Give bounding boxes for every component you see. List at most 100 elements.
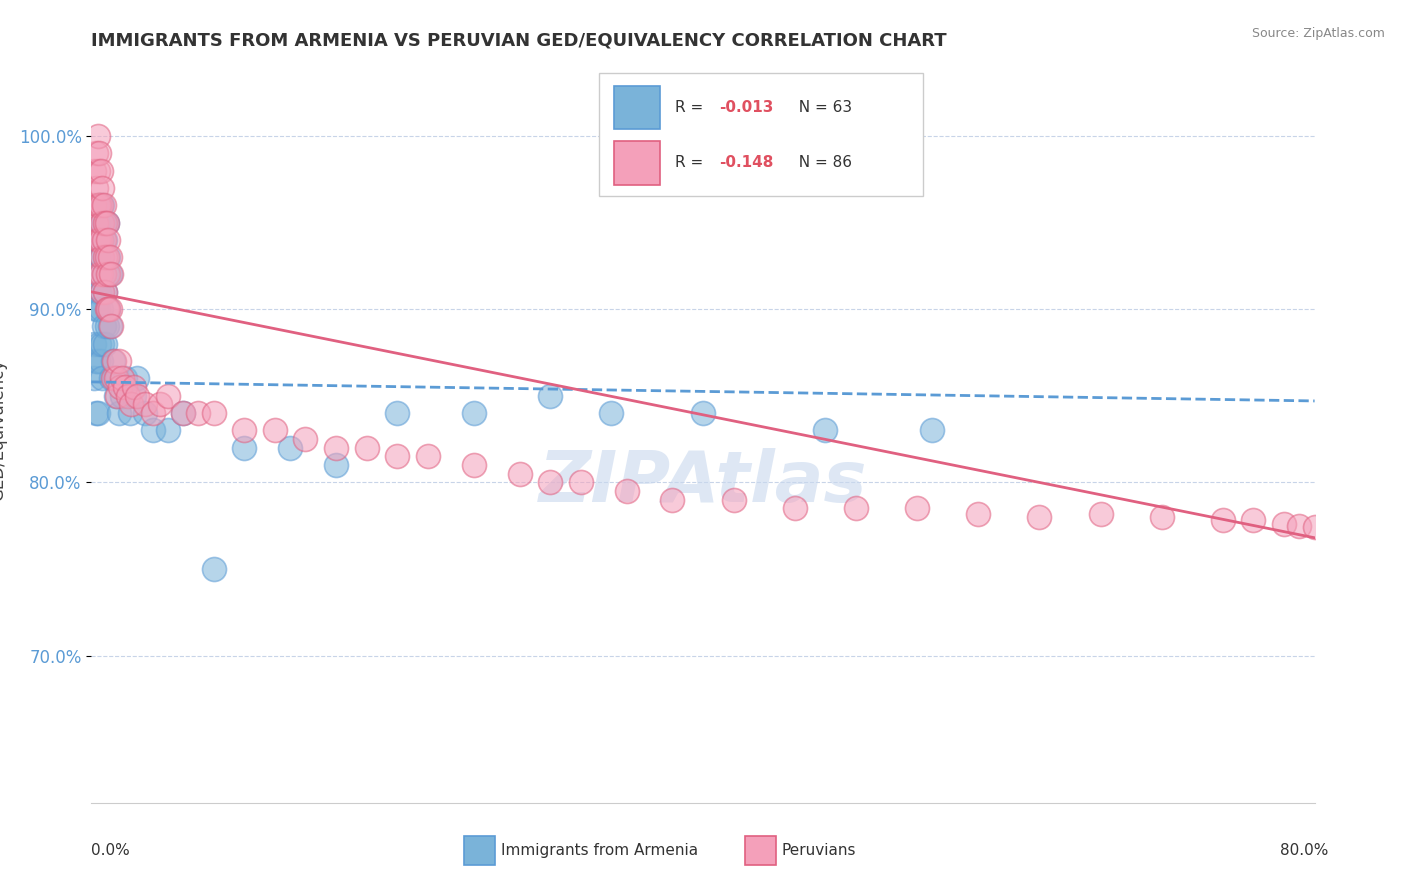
Point <box>1365 527 1388 541</box>
Point <box>141 406 163 420</box>
Point <box>1272 516 1295 531</box>
Point <box>783 501 806 516</box>
Point <box>84 146 107 161</box>
Point <box>105 371 128 385</box>
Point <box>172 406 194 420</box>
Point <box>509 467 531 481</box>
Text: ZIPAtlas: ZIPAtlas <box>538 448 868 517</box>
Point <box>86 250 108 264</box>
Point <box>105 389 128 403</box>
Point <box>86 354 108 368</box>
Point <box>814 424 837 438</box>
Point <box>93 215 115 229</box>
Text: -0.013: -0.013 <box>718 100 773 115</box>
Point <box>93 268 115 282</box>
Text: R =: R = <box>675 155 709 170</box>
Point <box>98 319 121 334</box>
Point <box>86 128 108 143</box>
Text: -0.148: -0.148 <box>718 155 773 170</box>
Point <box>127 371 149 385</box>
Text: R =: R = <box>675 100 709 115</box>
Point <box>86 233 108 247</box>
Point <box>90 354 112 368</box>
Point <box>114 371 136 385</box>
Y-axis label: GED/Equivalency: GED/Equivalency <box>0 359 7 501</box>
Point <box>90 268 112 282</box>
Point <box>98 302 121 317</box>
Point <box>101 354 124 368</box>
Point <box>93 268 115 282</box>
Point <box>90 233 112 247</box>
Point <box>87 233 110 247</box>
Point <box>100 268 122 282</box>
Point <box>723 492 745 507</box>
Point <box>91 285 114 299</box>
Point <box>1090 507 1112 521</box>
Point <box>87 233 110 247</box>
Point <box>84 181 107 195</box>
Point <box>83 371 105 385</box>
Text: N = 63: N = 63 <box>789 100 852 115</box>
Point <box>1319 522 1341 536</box>
Point <box>921 424 943 438</box>
Point <box>91 336 114 351</box>
Point <box>114 380 136 394</box>
Point <box>385 406 409 420</box>
Point <box>1028 510 1050 524</box>
Point <box>122 389 145 403</box>
Text: 0.0%: 0.0% <box>91 843 131 858</box>
Point <box>616 483 638 498</box>
Point <box>1334 524 1357 538</box>
Bar <box>613 142 661 185</box>
Point <box>264 424 287 438</box>
Point <box>97 268 120 282</box>
Point <box>91 285 114 299</box>
Point <box>416 450 439 464</box>
Point <box>600 406 623 420</box>
Point <box>845 501 868 516</box>
Point <box>100 319 122 334</box>
Point <box>233 441 256 455</box>
Point <box>97 302 120 317</box>
Point <box>91 181 114 195</box>
Point <box>233 424 256 438</box>
Point <box>122 380 145 394</box>
Point <box>569 475 592 490</box>
Point <box>86 406 108 420</box>
Point <box>103 354 125 368</box>
Point <box>86 198 108 212</box>
Text: 80.0%: 80.0% <box>1281 843 1329 858</box>
Point <box>117 389 139 403</box>
Point <box>94 336 117 351</box>
Point <box>325 458 347 472</box>
Point <box>100 371 122 385</box>
Point <box>93 198 115 212</box>
Point <box>97 233 120 247</box>
Point <box>96 215 118 229</box>
Text: Source: ZipAtlas.com: Source: ZipAtlas.com <box>1251 27 1385 40</box>
Point <box>84 354 107 368</box>
Bar <box>613 86 661 128</box>
Point <box>97 250 120 264</box>
Point <box>96 302 118 317</box>
Point <box>110 380 132 394</box>
Point <box>1288 518 1310 533</box>
Point <box>90 302 112 317</box>
Point <box>91 215 114 229</box>
Point <box>94 285 117 299</box>
Point <box>356 441 378 455</box>
Point <box>202 562 225 576</box>
Point <box>141 424 163 438</box>
Point <box>294 432 316 446</box>
Point <box>87 146 110 161</box>
FancyBboxPatch shape <box>599 73 924 195</box>
Point <box>96 319 118 334</box>
Text: Immigrants from Armenia: Immigrants from Armenia <box>501 844 697 858</box>
Point <box>385 450 409 464</box>
Point <box>93 233 115 247</box>
Point <box>538 475 561 490</box>
Point <box>91 250 114 264</box>
Point <box>97 302 120 317</box>
Point <box>120 397 142 411</box>
Point <box>94 233 117 247</box>
